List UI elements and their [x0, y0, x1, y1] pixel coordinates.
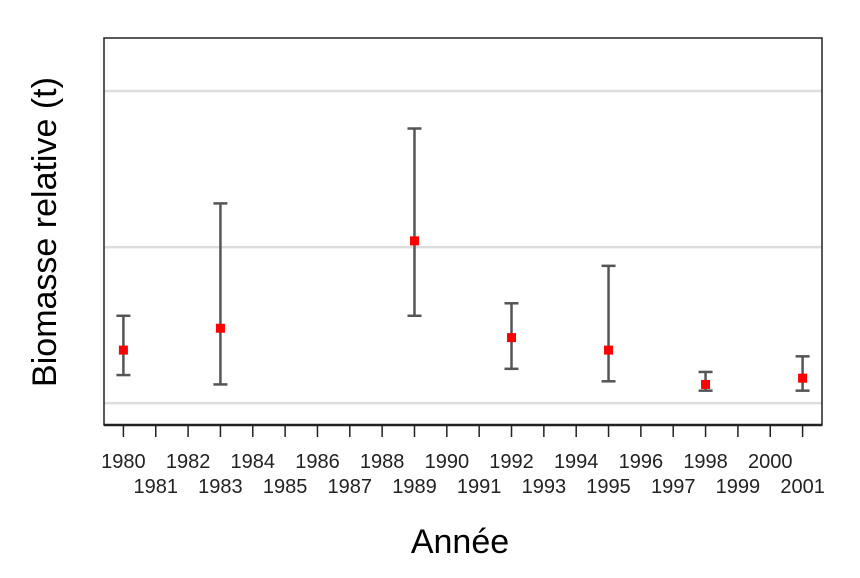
x-tick-label-1982: 1982 — [166, 451, 211, 473]
x-tick-label-1996: 1996 — [619, 451, 664, 473]
x-tick-label-1987: 1987 — [328, 476, 373, 498]
data-point-2001 — [798, 373, 808, 383]
x-tick-label-1990: 1990 — [425, 451, 470, 473]
x-tick-label-1986: 1986 — [295, 451, 340, 473]
data-point-1989 — [409, 236, 419, 246]
data-point-1980 — [118, 345, 128, 355]
x-tick-label-1993: 1993 — [522, 476, 567, 498]
x-axis-title: Année — [411, 523, 509, 561]
y-axis-title: Biomasse relative (t) — [26, 77, 64, 387]
data-point-1998 — [701, 379, 711, 389]
x-tick-label-1999: 1999 — [716, 476, 761, 498]
plot-frame — [103, 37, 823, 426]
error-bar-1983 — [213, 202, 228, 386]
data-point-1992 — [507, 333, 517, 343]
data-point-1983 — [215, 323, 225, 333]
x-axis: 1980 1981 1982 1983 1984 1985 1986 1987 1988 1989… — [101, 423, 825, 498]
x-tick-label-1984: 1984 — [231, 451, 276, 473]
x-tick-label-1985: 1985 — [263, 476, 308, 498]
x-tick-label-1988: 1988 — [360, 451, 405, 473]
x-tick-label-1994: 1994 — [554, 451, 599, 473]
x-tick-label-1980: 1980 — [101, 451, 146, 473]
error-bar-1989 — [407, 127, 422, 318]
x-tick-label-1992: 1992 — [489, 451, 534, 473]
grid-lines — [104, 89, 822, 405]
x-tick-label-1997: 1997 — [651, 476, 696, 498]
x-tick-label-2001: 2001 — [780, 476, 825, 498]
x-tick-label-1983: 1983 — [198, 476, 243, 498]
x-tick-label-1981: 1981 — [133, 476, 178, 498]
error-bar-1980 — [116, 314, 131, 377]
data-point-1995 — [604, 345, 614, 355]
error-bar-2001 — [795, 355, 810, 392]
error-bars — [116, 127, 810, 392]
error-bar-1995 — [601, 264, 616, 383]
x-tick-label-1991: 1991 — [457, 476, 502, 498]
x-tick-label-1989: 1989 — [392, 476, 437, 498]
x-tick-label-1995: 1995 — [586, 476, 631, 498]
x-tick-label-1998: 1998 — [683, 451, 728, 473]
x-tick-label-2000: 2000 — [748, 451, 793, 473]
data-points — [118, 236, 808, 389]
